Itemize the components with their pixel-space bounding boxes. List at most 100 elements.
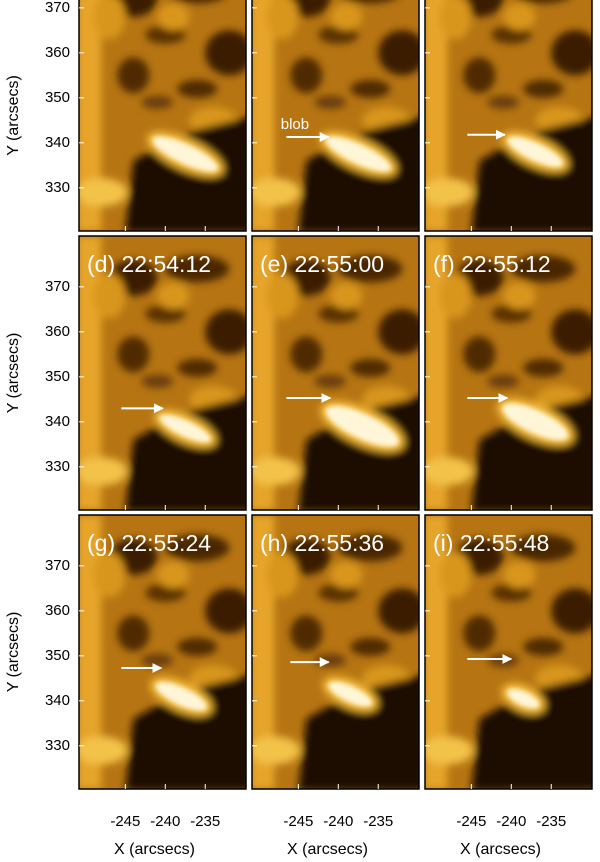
solar-image	[252, 0, 419, 231]
patch	[314, 653, 347, 668]
frame	[424, 235, 593, 511]
x-tick-label: -235	[363, 813, 393, 830]
panel: (d) 22:54:12 330 340 350 360 370 Y (arcsecs)	[5, 235, 247, 511]
patch	[290, 336, 323, 373]
patch	[318, 304, 359, 323]
blob	[155, 681, 207, 711]
blob	[152, 136, 219, 172]
patch	[350, 358, 391, 377]
dark-region	[125, 117, 246, 231]
dark-region	[471, 675, 592, 789]
dark-region	[298, 675, 419, 789]
solar-image	[79, 236, 246, 510]
solar-image	[252, 515, 419, 789]
patch	[141, 95, 174, 110]
patch	[318, 25, 359, 44]
patch	[350, 79, 391, 98]
patch	[205, 588, 246, 634]
blob	[325, 136, 392, 172]
blob	[507, 688, 540, 709]
panel: (h) 22:55:36 -245 -240 -235 X (arcsecs)	[251, 514, 420, 858]
patch	[439, 273, 472, 319]
patch	[463, 57, 496, 94]
frame	[424, 0, 593, 232]
patch	[157, 3, 190, 31]
y-tick-label: 360	[45, 323, 70, 340]
y-tick-label: 370	[45, 557, 70, 574]
patch	[378, 588, 419, 634]
y-axis-label: Y (arcsecs)	[5, 612, 22, 693]
patch	[117, 57, 150, 94]
x-tick-label: -240	[150, 813, 180, 830]
patch	[266, 0, 299, 40]
patch	[523, 637, 564, 656]
patch	[145, 304, 186, 323]
patch	[117, 615, 150, 652]
dark-region	[125, 396, 246, 510]
panel: 330 340 350 360 370 Y (arcsecs)	[5, 0, 247, 232]
patch	[330, 282, 363, 310]
frame	[78, 0, 247, 232]
patch	[117, 336, 150, 373]
patch	[177, 79, 218, 98]
dark-region	[471, 117, 592, 231]
y-tick-label: 330	[45, 458, 70, 475]
y-tick-label: 360	[45, 44, 70, 61]
y-tick-label: 330	[45, 179, 70, 196]
y-tick-label: 370	[45, 278, 70, 295]
patch	[141, 374, 174, 389]
panel-label: (e) 22:55:00	[260, 251, 384, 277]
patch	[145, 583, 186, 602]
y-axis-label: Y (arcsecs)	[5, 75, 22, 156]
patch	[205, 309, 246, 355]
bright-patch	[79, 736, 128, 765]
x-axis-label: X (arcsecs)	[287, 841, 368, 858]
y-tick-label: 340	[45, 413, 70, 430]
patch	[338, 534, 403, 562]
y-tick-label: 350	[45, 647, 70, 664]
annotation: blob	[281, 116, 309, 133]
patch	[511, 255, 576, 283]
x-tick-label: -240	[323, 813, 353, 830]
frame	[78, 235, 247, 511]
patch	[523, 358, 564, 377]
x-tick-label: -245	[283, 813, 313, 830]
patch	[93, 552, 126, 598]
panel: (g) 22:55:24 330 340 350 360 370 -245 -240 -235 Y…	[5, 514, 247, 858]
patch	[330, 561, 363, 589]
bright-patch	[425, 178, 474, 207]
patch	[439, 0, 472, 40]
panel-label: (d) 22:54:12	[87, 251, 211, 277]
patch	[157, 561, 190, 589]
frame	[78, 514, 247, 790]
bright-patch	[425, 736, 474, 765]
patch	[157, 282, 190, 310]
patch	[491, 25, 532, 44]
y-tick-label: 340	[45, 692, 70, 709]
patch	[503, 3, 536, 31]
patch	[145, 25, 186, 44]
bright-patch	[425, 457, 474, 486]
blob	[325, 405, 399, 447]
patch	[463, 615, 496, 652]
bright-patch	[79, 178, 128, 207]
bright-patch	[79, 457, 128, 486]
patch	[523, 79, 564, 98]
frame	[424, 514, 593, 790]
patch	[378, 309, 419, 355]
solar-image	[79, 0, 246, 231]
frame	[251, 0, 420, 232]
patch	[378, 30, 419, 76]
patch	[290, 57, 323, 94]
blob	[502, 403, 569, 441]
y-tick-label: 330	[45, 737, 70, 754]
patch	[487, 95, 520, 110]
patch	[350, 637, 391, 656]
patch	[318, 583, 359, 602]
patch	[165, 534, 230, 562]
panel: (f) 22:55:12	[424, 235, 593, 511]
patch	[491, 583, 532, 602]
x-tick-label: -240	[496, 813, 526, 830]
blob	[328, 681, 373, 707]
